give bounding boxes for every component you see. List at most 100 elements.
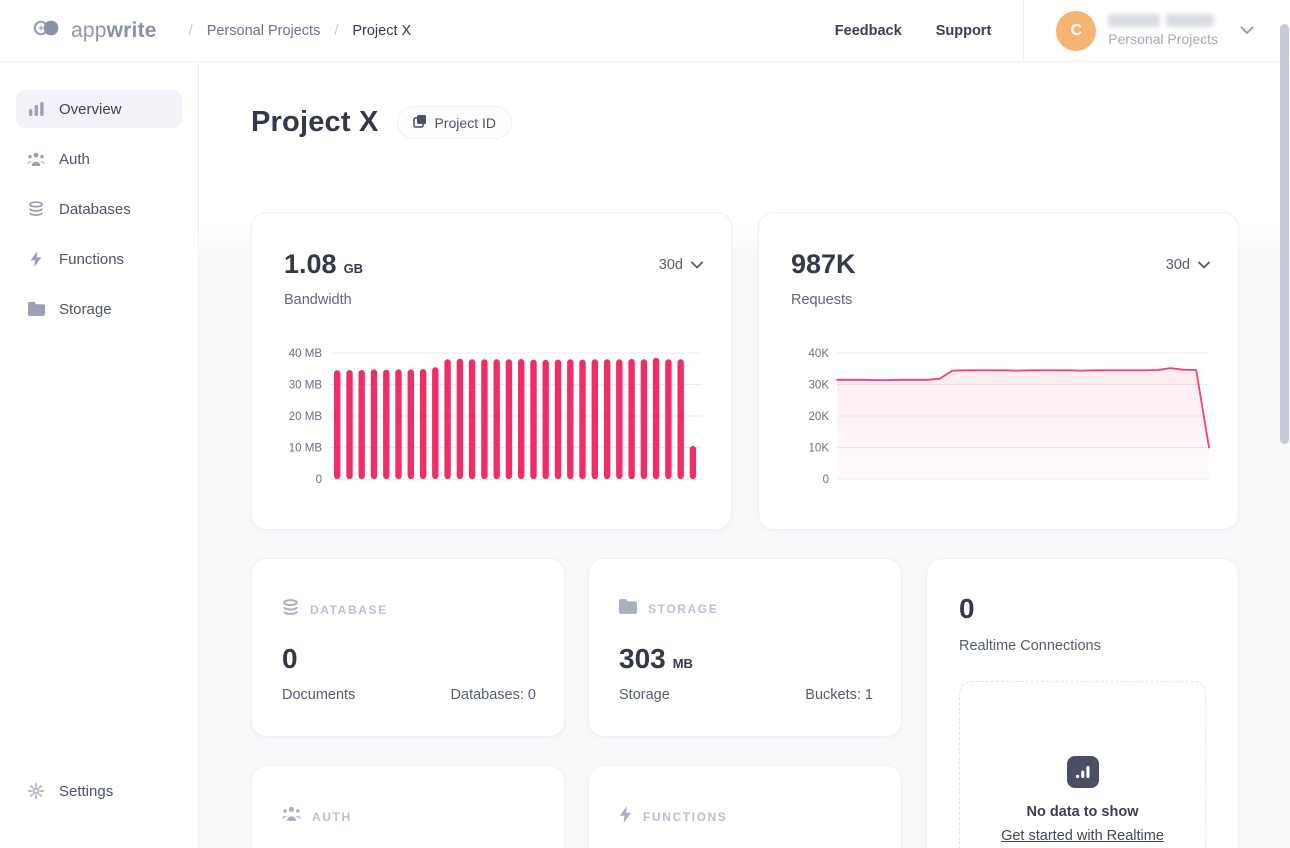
bandwidth-label: Bandwidth xyxy=(284,292,352,308)
functions-card: FUNCTIONS xyxy=(588,765,902,848)
svg-text:20 MB: 20 MB xyxy=(289,411,323,423)
buckets-count: Buckets: 1 xyxy=(805,687,873,703)
database-category-label: DATABASE xyxy=(310,603,388,617)
auth-category: AUTH xyxy=(282,806,352,827)
sidebar-item-label: Settings xyxy=(59,782,114,800)
lightning-icon xyxy=(619,806,632,828)
requests-label: Requests xyxy=(791,292,853,308)
sidebar-item-settings[interactable]: Settings xyxy=(16,772,182,810)
appwrite-logo[interactable]: appwrite xyxy=(32,18,157,43)
main-content: Project X Project ID 1.08 GB Bandwidth xyxy=(199,62,1290,848)
functions-category: FUNCTIONS xyxy=(619,806,727,828)
storage-category: STORAGE xyxy=(619,599,718,619)
auth-category-label: AUTH xyxy=(312,809,352,824)
sidebar-item-label: Auth xyxy=(59,150,90,168)
bandwidth-metric: 1.08 GB Bandwidth xyxy=(284,249,363,308)
storage-label: Storage xyxy=(619,687,670,703)
auth-card: AUTH xyxy=(251,765,565,848)
account-menu[interactable]: C Personal Projects xyxy=(1023,0,1254,62)
sidebar-item-functions[interactable]: Functions xyxy=(16,240,182,278)
storage-card: STORAGE 303 MB Storage Buckets: 1 xyxy=(588,558,902,737)
breadcrumb-separator: / xyxy=(334,22,339,39)
svg-text:40 MB: 40 MB xyxy=(289,348,323,360)
breadcrumb-project-x[interactable]: Project X xyxy=(352,22,412,39)
copy-icon xyxy=(412,114,427,131)
svg-text:20K: 20K xyxy=(809,411,830,423)
sidebar-item-label: Storage xyxy=(59,300,112,318)
bandwidth-value: 1.08 xyxy=(284,249,337,279)
requests-metric: 987K Requests xyxy=(791,249,856,308)
sidebar: Overview Auth Databases Functions xyxy=(0,62,199,848)
users-icon xyxy=(282,806,301,827)
no-data-title: No data to show xyxy=(1026,804,1139,820)
appwrite-logo-icon xyxy=(32,18,62,43)
top-bar-right: Feedback Support C Personal Projects xyxy=(835,0,1254,62)
page-scrollbar-thumb[interactable] xyxy=(1280,24,1289,444)
lightning-icon xyxy=(26,251,46,267)
requests-range-select[interactable]: 30d xyxy=(1166,257,1210,273)
database-icon xyxy=(26,201,46,217)
top-bar: appwrite / Personal Projects / Project X… xyxy=(0,0,1290,62)
requests-value: 987K xyxy=(791,249,856,279)
realtime-card: 0 Realtime Connections No data to show G… xyxy=(926,558,1239,848)
account-organization: Personal Projects xyxy=(1108,31,1218,47)
functions-category-label: FUNCTIONS xyxy=(643,810,728,824)
sidebar-item-auth[interactable]: Auth xyxy=(16,140,182,178)
svg-text:10 MB: 10 MB xyxy=(289,443,323,455)
svg-text:30 MB: 30 MB xyxy=(289,380,323,392)
page-title: Project X xyxy=(251,106,379,138)
feedback-link[interactable]: Feedback xyxy=(834,22,902,39)
gear-icon xyxy=(26,783,46,799)
storage-value: 303 xyxy=(619,643,666,674)
svg-text:30K: 30K xyxy=(809,380,830,392)
svg-text:0: 0 xyxy=(316,474,322,486)
sidebar-item-overview[interactable]: Overview xyxy=(16,90,182,128)
databases-count: Databases: 0 xyxy=(450,687,536,703)
folder-icon xyxy=(26,302,46,316)
project-id-badge-label: Project ID xyxy=(434,114,496,131)
account-meta: Personal Projects xyxy=(1108,14,1218,47)
breadcrumb-separator: / xyxy=(188,22,193,39)
support-link[interactable]: Support xyxy=(935,22,992,39)
chevron-down-icon xyxy=(1198,257,1210,273)
bar-chart-icon xyxy=(26,101,46,117)
database-card: DATABASE 0 Documents Databases: 0 xyxy=(251,558,565,737)
database-category: DATABASE xyxy=(282,599,388,621)
storage-category-label: STORAGE xyxy=(648,602,719,616)
breadcrumb: / Personal Projects / Project X xyxy=(189,23,412,39)
chevron-down-icon xyxy=(1240,22,1254,40)
sidebar-item-databases[interactable]: Databases xyxy=(16,190,182,228)
users-icon xyxy=(26,152,46,167)
breadcrumb-personal-projects[interactable]: Personal Projects xyxy=(206,22,321,39)
requests-card: 987K Requests 30d 40K 30K 20K 10K 0 xyxy=(758,212,1239,530)
range-value: 30d xyxy=(1165,257,1190,273)
bandwidth-card: 1.08 GB Bandwidth 30d 40 MB 30 MB 20 MB 10 … xyxy=(251,212,732,530)
bandwidth-unit: GB xyxy=(343,261,364,276)
sidebar-item-label: Databases xyxy=(59,200,131,218)
realtime-empty-state: No data to show Get started with Realtim… xyxy=(959,681,1206,848)
no-data-chart-icon xyxy=(1066,756,1099,788)
account-name-redacted xyxy=(1108,14,1218,27)
documents-label: Documents xyxy=(282,687,356,703)
documents-count: 0 xyxy=(282,643,298,674)
sidebar-item-storage[interactable]: Storage xyxy=(16,290,182,328)
svg-text:0: 0 xyxy=(823,474,829,486)
get-started-realtime-link[interactable]: Get started with Realtime xyxy=(1001,828,1164,844)
storage-unit: MB xyxy=(672,656,693,671)
appwrite-logo-text: appwrite xyxy=(71,18,157,42)
sidebar-item-label: Overview xyxy=(59,100,122,118)
svg-text:10K: 10K xyxy=(809,443,830,455)
requests-line-chart: 40K 30K 20K 10K 0 xyxy=(787,347,1211,495)
svg-text:40K: 40K xyxy=(809,348,830,360)
realtime-connections-count: 0 xyxy=(959,593,975,624)
database-icon xyxy=(282,599,299,621)
chevron-down-icon xyxy=(691,257,703,273)
folder-icon xyxy=(619,599,637,619)
bandwidth-range-select[interactable]: 30d xyxy=(659,257,703,273)
bandwidth-bar-chart: 40 MB 30 MB 20 MB 10 MB 0 xyxy=(280,347,704,495)
realtime-connections-label: Realtime Connections xyxy=(959,638,1101,654)
project-id-badge[interactable]: Project ID xyxy=(396,106,512,139)
sidebar-item-label: Functions xyxy=(59,250,125,268)
range-value: 30d xyxy=(658,257,683,273)
